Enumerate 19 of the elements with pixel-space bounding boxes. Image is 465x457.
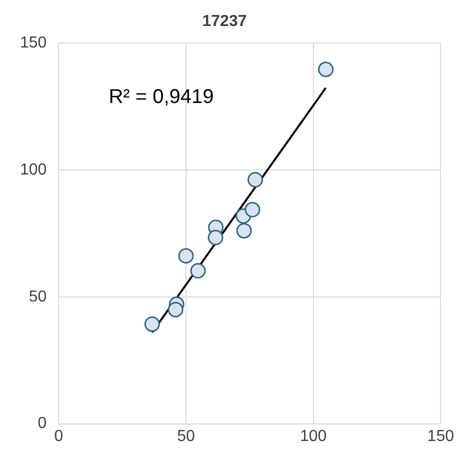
x-tick-label: 150 [427, 428, 454, 445]
point [318, 62, 334, 78]
point [190, 263, 206, 279]
annotation: R² = 0,9419 [108, 86, 214, 108]
point [248, 172, 264, 188]
x-tick-label: 0 [54, 428, 64, 445]
y-tick-label: 150 [20, 34, 47, 52]
point [208, 230, 224, 246]
y-tick-label: 50 [28, 288, 47, 306]
point [144, 316, 160, 332]
point [244, 202, 260, 218]
point [168, 302, 184, 318]
point [178, 248, 194, 264]
x-tick-label: 100 [300, 428, 327, 445]
chart-title: 17237 [202, 13, 247, 30]
x-tick-label: 50 [177, 428, 196, 445]
point [236, 222, 252, 238]
y-tick-label: 0 [38, 415, 47, 432]
y-tick-label: 100 [20, 161, 47, 178]
